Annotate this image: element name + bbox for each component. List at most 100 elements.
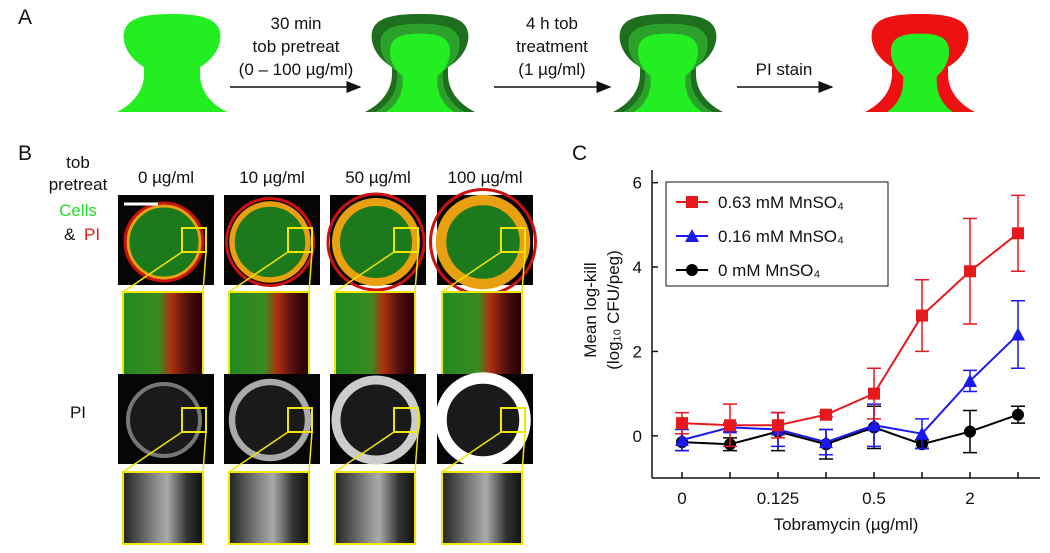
- zoom-link: [521, 251, 526, 293]
- series-line: [681, 413, 1019, 446]
- zoom-box: [287, 407, 313, 433]
- marker: [868, 387, 880, 400]
- zoom-link: [122, 251, 183, 293]
- cell-shape: [365, 14, 475, 113]
- zoom-link: [308, 251, 313, 293]
- step-text: 4 h tob: [526, 14, 578, 33]
- zoom-link: [202, 251, 207, 293]
- zoom-link: [308, 431, 313, 473]
- zoom-image: [228, 471, 310, 545]
- cell-ring: [435, 194, 531, 290]
- marker: [964, 265, 976, 278]
- zoom-link: [228, 431, 289, 473]
- step-text: tob pretreat: [253, 37, 340, 56]
- x-axis-label: Tobramycin (µg/ml): [774, 515, 919, 534]
- cell-shape: [865, 14, 975, 112]
- row-label: &: [64, 225, 76, 244]
- marker: [1012, 408, 1024, 421]
- series-line: [681, 333, 1019, 444]
- zoom-image: [441, 291, 523, 377]
- marker: [772, 419, 784, 432]
- cell-ring: [229, 201, 311, 283]
- zoom-image: [122, 471, 204, 545]
- row-label: Cells: [59, 201, 97, 220]
- marker: [819, 435, 833, 449]
- cell-ring: [126, 382, 202, 458]
- cell-ring: [126, 204, 202, 280]
- cell-ring: [225, 197, 315, 287]
- series-line: [681, 232, 1019, 427]
- row-header: pretreat: [49, 175, 108, 194]
- zoom-link: [521, 431, 526, 473]
- zoom-link: [334, 251, 395, 293]
- column-header: 0 µg/ml: [138, 168, 194, 187]
- cell-shape: [613, 14, 723, 113]
- cell-shape: [117, 14, 227, 112]
- zoom-box: [393, 407, 419, 433]
- y-tick-label: 4: [633, 258, 642, 277]
- cell-ring: [123, 201, 205, 283]
- y-tick-label: 2: [633, 342, 642, 361]
- zoom-box: [500, 227, 526, 253]
- zoom-link: [228, 251, 289, 293]
- cell-ring: [332, 198, 420, 286]
- zoom-box: [181, 227, 207, 253]
- marker: [724, 419, 736, 432]
- marker: [915, 426, 929, 440]
- x-tick-label: 0.5: [862, 489, 886, 508]
- panel-label: C: [572, 142, 587, 165]
- legend-marker: [685, 229, 699, 242]
- y-tick-label: 6: [633, 174, 642, 193]
- zoom-link: [122, 431, 183, 473]
- step-text: (1 µg/ml): [518, 60, 585, 79]
- cell-ring: [331, 375, 421, 465]
- legend-box: [665, 181, 889, 287]
- y-axis-label: Mean log-kill: [581, 262, 600, 357]
- cell-ring: [228, 378, 312, 462]
- zoom-link: [441, 251, 502, 293]
- step-text: (0 – 100 µg/ml): [239, 60, 354, 79]
- zoom-box: [393, 227, 419, 253]
- marker: [1011, 327, 1025, 341]
- marker: [867, 418, 881, 432]
- cell-ring: [435, 372, 531, 468]
- cell-ring: [326, 192, 426, 292]
- panel-label: B: [18, 142, 32, 165]
- panel-label: A: [18, 6, 32, 29]
- x-tick-label: 2: [965, 489, 974, 508]
- zoom-image: [122, 291, 204, 377]
- step-text: 30 min: [270, 14, 321, 33]
- zoom-link: [441, 431, 502, 473]
- marker: [820, 408, 832, 421]
- step-text: treatment: [516, 37, 588, 56]
- marker: [676, 417, 688, 430]
- zoom-link: [414, 431, 419, 473]
- image-grid: 0 µg/ml 10 µg/ml 50 µg/ml 100 µg/ml: [118, 168, 537, 545]
- zoom-box: [181, 407, 207, 433]
- zoom-image: [334, 471, 416, 545]
- zoom-link: [414, 251, 419, 293]
- legend-marker: [686, 264, 698, 276]
- row-header: tob: [66, 153, 90, 172]
- column-header: 100 µg/ml: [448, 168, 523, 187]
- step-text: PI stain: [756, 60, 813, 79]
- legend-label: 0.16 mM MnSO₄: [718, 227, 844, 246]
- zoom-link: [202, 431, 207, 473]
- zoom-link: [334, 431, 395, 473]
- y-axis-label: (log₁₀ CFU/peg): [604, 250, 623, 370]
- marker: [964, 425, 976, 438]
- legend-marker: [686, 196, 698, 208]
- legend-label: 0 mM MnSO₄: [718, 261, 820, 280]
- zoom-image: [334, 291, 416, 377]
- zoom-box: [500, 407, 526, 433]
- zoom-box: [287, 227, 313, 253]
- legend-label: 0.63 mM MnSO₄: [718, 193, 844, 212]
- chart: C 0 2 4 6 0 0.125 0.5 2 Tobramycin (µg/ml) Mean lo…: [572, 142, 1040, 534]
- zoom-image: [228, 291, 310, 377]
- marker: [963, 373, 977, 387]
- column-header: 50 µg/ml: [345, 168, 411, 187]
- x-tick-label: 0: [677, 489, 686, 508]
- x-tick-label: 0.125: [757, 489, 800, 508]
- y-tick-label: 0: [633, 427, 642, 446]
